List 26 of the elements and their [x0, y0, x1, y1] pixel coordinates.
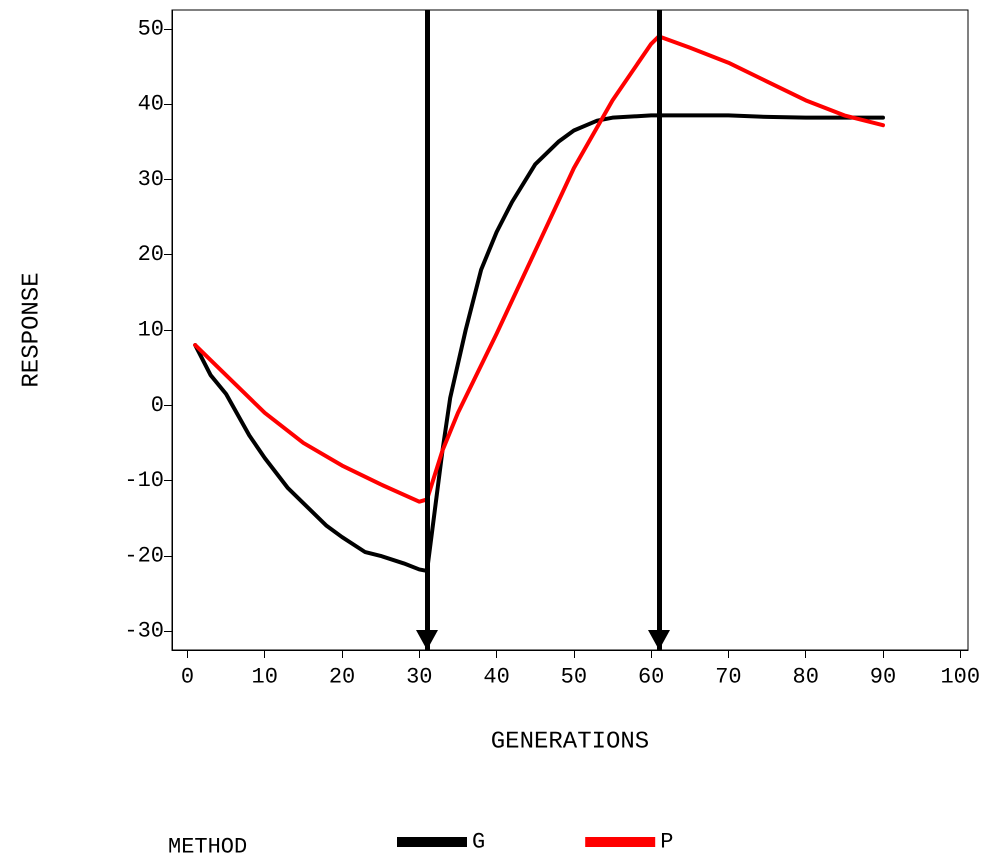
x-tick-label: 30 [406, 664, 433, 690]
x-axis-title: GENERATIONS [490, 728, 650, 756]
y-tick-label: -10 [124, 468, 164, 494]
x-tick-label: 0 [180, 664, 194, 690]
legend-label: G [472, 830, 486, 854]
y-tick-label: 50 [138, 16, 164, 42]
line-series [193, 34, 885, 504]
y-tick-label: 10 [138, 318, 164, 342]
x-tick-label: 80 [792, 664, 819, 690]
y-axis-title: RESPONSE [18, 272, 46, 388]
y-tick-label: -30 [124, 618, 164, 644]
legend-label: P [660, 830, 674, 854]
legend-title: METHOD [168, 834, 248, 860]
y-tick-label: -20 [124, 543, 164, 568]
x-tick-label: 20 [328, 664, 356, 690]
x-tick-label: 90 [870, 664, 896, 690]
y-tick-label: 30 [138, 166, 164, 192]
x-tick-label: 100 [940, 664, 980, 690]
y-tick-label: 0 [150, 392, 164, 418]
x-tick-label: 50 [560, 664, 588, 690]
y-tick-label: 40 [138, 92, 164, 117]
x-tick-label: 40 [483, 664, 510, 690]
x-tick-label: 70 [715, 664, 742, 690]
y-tick-label: 20 [138, 242, 164, 268]
x-tick-label: 60 [638, 664, 664, 690]
x-tick-label: 10 [252, 664, 278, 690]
